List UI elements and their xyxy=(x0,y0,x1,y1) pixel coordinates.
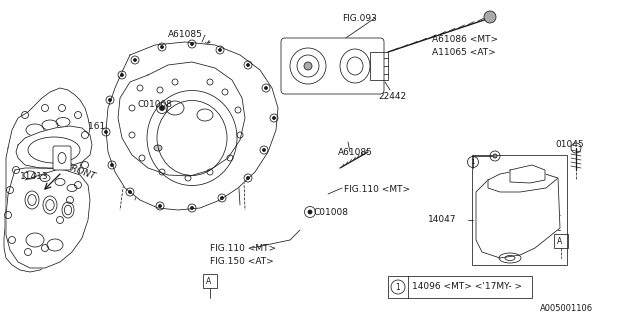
Circle shape xyxy=(246,177,250,180)
Text: 1: 1 xyxy=(395,283,400,292)
Bar xyxy=(370,52,388,80)
Polygon shape xyxy=(510,165,545,183)
Polygon shape xyxy=(16,126,92,168)
Circle shape xyxy=(246,63,250,67)
Ellipse shape xyxy=(304,62,312,70)
Text: A61085: A61085 xyxy=(338,148,373,157)
FancyBboxPatch shape xyxy=(53,146,71,170)
Text: 22442: 22442 xyxy=(378,92,406,101)
Text: A11065 <AT>: A11065 <AT> xyxy=(432,48,496,57)
Circle shape xyxy=(308,210,312,214)
Polygon shape xyxy=(476,170,560,258)
Circle shape xyxy=(109,99,111,101)
Text: FIG.150 <AT>: FIG.150 <AT> xyxy=(210,257,274,266)
Circle shape xyxy=(221,196,223,199)
Circle shape xyxy=(111,164,113,166)
Text: 01045: 01045 xyxy=(556,140,584,149)
Circle shape xyxy=(264,86,268,90)
Circle shape xyxy=(120,74,124,76)
Circle shape xyxy=(104,131,108,133)
Text: A: A xyxy=(557,237,563,246)
Circle shape xyxy=(129,190,131,194)
Text: FRONT: FRONT xyxy=(65,162,97,181)
Circle shape xyxy=(134,59,136,61)
Polygon shape xyxy=(4,88,90,272)
Text: FIG.093: FIG.093 xyxy=(342,14,378,23)
Text: 1: 1 xyxy=(470,159,474,165)
Text: A005001106: A005001106 xyxy=(540,304,593,313)
Text: FIG.110 <MT>: FIG.110 <MT> xyxy=(210,244,276,253)
Circle shape xyxy=(493,154,497,158)
Circle shape xyxy=(218,49,221,52)
Text: 14047: 14047 xyxy=(428,215,456,224)
Text: A61086 <MT>: A61086 <MT> xyxy=(432,35,498,44)
Text: 16142 <AT>: 16142 <AT> xyxy=(88,122,145,131)
Bar xyxy=(203,274,217,288)
Text: C01008: C01008 xyxy=(314,208,349,217)
Polygon shape xyxy=(488,170,558,192)
Polygon shape xyxy=(106,42,278,210)
Ellipse shape xyxy=(154,145,162,151)
Circle shape xyxy=(273,116,275,119)
Text: FIG.110 <MT>: FIG.110 <MT> xyxy=(344,185,410,194)
Bar xyxy=(554,234,568,248)
Circle shape xyxy=(191,206,193,210)
Text: A: A xyxy=(206,277,211,286)
Circle shape xyxy=(484,11,496,23)
Polygon shape xyxy=(6,168,90,268)
Circle shape xyxy=(159,204,161,207)
Bar xyxy=(388,276,532,298)
FancyBboxPatch shape xyxy=(281,38,384,94)
Text: 14096 <MT> <'17MY- >: 14096 <MT> <'17MY- > xyxy=(412,282,522,291)
Circle shape xyxy=(262,148,266,151)
Text: A61085: A61085 xyxy=(168,30,203,39)
Circle shape xyxy=(191,43,193,45)
Text: C01008: C01008 xyxy=(138,100,173,109)
Text: 11413: 11413 xyxy=(20,172,49,181)
Circle shape xyxy=(159,106,164,110)
Bar xyxy=(472,155,567,265)
Circle shape xyxy=(161,45,163,49)
